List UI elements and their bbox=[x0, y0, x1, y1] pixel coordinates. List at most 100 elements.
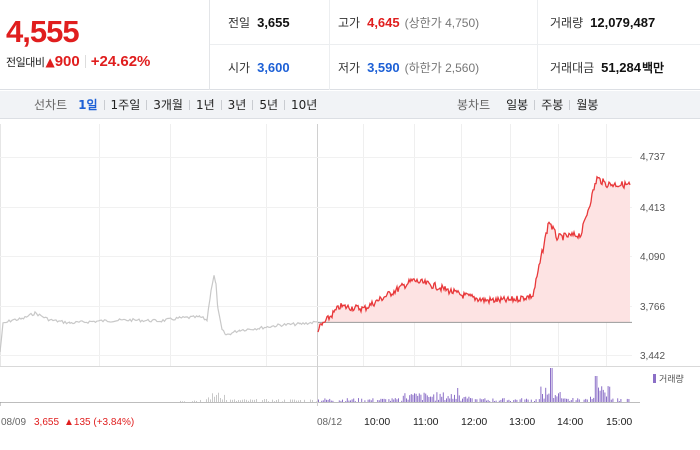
today-area-fill bbox=[318, 176, 630, 333]
volume-bar bbox=[610, 399, 612, 402]
volume-legend-label: 거래량 bbox=[659, 373, 684, 385]
line-chart-label: 선차트 bbox=[34, 98, 68, 112]
line-chart-tab-group: 선차트 1일 1주일 3개월 1년 3년 5년 10년 bbox=[34, 96, 317, 113]
trade-value-unit: 백만 bbox=[641, 61, 665, 75]
volume-bar bbox=[418, 393, 420, 402]
volume-bar bbox=[441, 396, 443, 402]
today-date-label: 08/12 bbox=[317, 417, 342, 428]
volume-bar bbox=[224, 394, 225, 402]
volume-bar bbox=[226, 400, 227, 402]
divider bbox=[220, 99, 222, 110]
volume-bar bbox=[494, 401, 495, 402]
volume-bar bbox=[274, 401, 275, 402]
volume-bar bbox=[278, 399, 279, 402]
volume-bar bbox=[326, 399, 327, 402]
volume-bar bbox=[322, 400, 324, 402]
volume-bar bbox=[604, 392, 606, 402]
volume-bar bbox=[206, 399, 207, 402]
volume-bar bbox=[447, 396, 449, 402]
volume-legend-swatch bbox=[653, 374, 656, 383]
volume-bar bbox=[618, 401, 620, 402]
open-label: 시가 bbox=[228, 61, 251, 75]
trade-value-label: 거래대금 bbox=[550, 61, 595, 75]
volume-bar bbox=[593, 397, 595, 402]
volume-bar bbox=[417, 395, 419, 402]
volume-bar bbox=[602, 389, 604, 402]
tab-1-year[interactable]: 1년 bbox=[195, 98, 215, 112]
volume-bar bbox=[575, 400, 577, 402]
volume-bar bbox=[200, 399, 201, 402]
volume-bar bbox=[562, 398, 564, 402]
volume-bar bbox=[538, 399, 540, 402]
volume-bar bbox=[266, 399, 267, 402]
prev-change-text: ▲135 (+3.84%) bbox=[64, 417, 134, 428]
volume-bar bbox=[452, 398, 454, 402]
volume-bar bbox=[577, 398, 579, 402]
tab-monthly-candle[interactable]: 월봉 bbox=[576, 98, 599, 112]
current-price: 4,555 bbox=[6, 14, 80, 49]
volume-bar bbox=[554, 395, 556, 402]
volume-bar bbox=[450, 394, 452, 402]
volume-bar bbox=[436, 392, 438, 402]
volume-bar bbox=[330, 400, 332, 402]
volume-bar bbox=[406, 398, 407, 402]
volume-bar bbox=[462, 398, 463, 402]
volume-bar bbox=[388, 399, 390, 402]
volume-bar bbox=[425, 393, 427, 402]
volume-bar bbox=[516, 399, 518, 402]
volume-bar bbox=[561, 398, 563, 402]
volume-bar bbox=[598, 387, 599, 402]
volume-bar bbox=[242, 399, 243, 402]
tab-1-day[interactable]: 1일 bbox=[78, 98, 98, 112]
volume-bar bbox=[546, 394, 548, 402]
volume-label: 거래량 bbox=[550, 15, 584, 30]
volume-bar bbox=[617, 398, 619, 402]
volume-bar bbox=[540, 386, 542, 402]
volume-bar bbox=[534, 401, 535, 402]
volume-bar bbox=[438, 399, 439, 402]
volume-bar bbox=[465, 396, 467, 402]
intraday-price-chart[interactable]: 4,737 4,413 4,090 3,766 3,442 거래량 08/09 … bbox=[0, 120, 700, 450]
volume-bar bbox=[282, 401, 283, 402]
lower-limit: (하한가 2,560) bbox=[404, 61, 480, 75]
volume-bar bbox=[391, 398, 393, 402]
volume-bar bbox=[487, 399, 489, 402]
volume-bar bbox=[420, 394, 422, 402]
volume-bar bbox=[486, 400, 487, 402]
volume-bar bbox=[481, 399, 483, 402]
volume-bar bbox=[414, 393, 415, 402]
tab-daily-candle[interactable]: 일봉 bbox=[506, 98, 529, 112]
divider bbox=[103, 99, 105, 110]
tab-5-years[interactable]: 5년 bbox=[259, 98, 279, 112]
volume-bar bbox=[321, 400, 323, 402]
volume-bar bbox=[543, 398, 545, 402]
current-price-box: 4,555 전일대비 ▲ 900 +24.62% bbox=[0, 0, 210, 90]
tab-3-years[interactable]: 3년 bbox=[227, 98, 247, 112]
volume-bar bbox=[310, 399, 311, 402]
volume-bar bbox=[250, 399, 251, 402]
volume-bar bbox=[542, 394, 543, 402]
volume-bar bbox=[590, 396, 591, 402]
volume-bar bbox=[216, 394, 217, 402]
volume-bar bbox=[396, 399, 398, 402]
volume-bar bbox=[457, 388, 459, 402]
tab-3-months[interactable]: 3개월 bbox=[153, 98, 183, 112]
volume-bar bbox=[446, 398, 447, 402]
volume-bar bbox=[526, 398, 527, 402]
volume-bar bbox=[236, 400, 237, 402]
tab-1-week[interactable]: 1주일 bbox=[110, 98, 141, 112]
volume-bar bbox=[350, 400, 351, 402]
open-cell: 시가 3,600 bbox=[210, 45, 330, 90]
y-tick: 4,413 bbox=[640, 203, 665, 214]
volume-bar bbox=[586, 399, 588, 402]
volume-bar bbox=[609, 386, 611, 402]
volume-bar bbox=[370, 400, 372, 402]
volume-bar bbox=[570, 400, 572, 402]
volume-bar bbox=[407, 399, 409, 402]
volume-bar bbox=[332, 400, 334, 402]
volume-bar bbox=[514, 399, 516, 402]
volume-bar bbox=[212, 393, 213, 402]
tab-10-years[interactable]: 10년 bbox=[291, 98, 318, 112]
tab-weekly-candle[interactable]: 주봉 bbox=[541, 98, 564, 112]
chart-grid bbox=[0, 124, 632, 366]
